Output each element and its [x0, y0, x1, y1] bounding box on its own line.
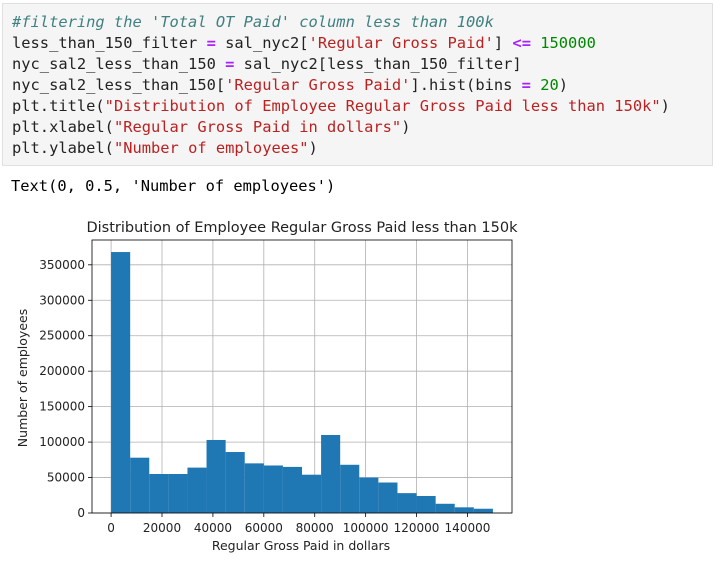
histogram-bar: [244, 463, 264, 513]
code-string: 'Regular Gross Paid': [308, 34, 494, 52]
histogram-bar: [416, 495, 436, 513]
histogram-bar: [359, 477, 379, 513]
code-token: plt.xlabel(: [12, 118, 114, 136]
histogram-bar: [454, 507, 474, 513]
y-tick-label: 150000: [39, 400, 85, 414]
x-tick-label: 0: [107, 521, 115, 535]
code-editor[interactable]: #filtering the 'Total OT Paid' column le…: [12, 12, 670, 159]
code-token: nyc_sal2_less_than_150: [12, 55, 226, 73]
y-tick-label: 50000: [47, 471, 85, 485]
code-string: "Regular Gross Paid in dollars": [113, 118, 402, 136]
y-tick-label: 200000: [39, 364, 85, 378]
code-token: nyc_sal2_less_than_150[: [12, 76, 226, 94]
histogram-bar: [111, 252, 131, 513]
code-operator: =: [521, 76, 531, 94]
x-tick-label: 40000: [194, 521, 232, 535]
code-token: ): [308, 139, 318, 157]
histogram-bar: [225, 452, 245, 513]
y-axis-ticks: 0 50000 100000 150000 200000 250000 300000 3500…: [39, 258, 92, 520]
code-string: "Number of employees": [113, 139, 309, 157]
x-tick-label: 140000: [445, 521, 491, 535]
code-token: [531, 34, 540, 52]
histogram-bar: [149, 474, 169, 513]
histogram-bar: [397, 493, 417, 513]
histogram-chart: Distribution of Employee Regular Gross P…: [15, 220, 518, 553]
code-token: sal_nyc2[: [215, 34, 309, 52]
histogram-bar: [473, 508, 493, 513]
histogram-bar: [378, 482, 398, 513]
code-operator: =: [206, 34, 216, 52]
code-token: ): [401, 118, 411, 136]
histogram-bar: [168, 474, 188, 513]
code-line-1: #filtering the 'Total OT Paid' column le…: [12, 12, 670, 33]
code-number: 150000: [540, 34, 596, 52]
code-line-4: nyc_sal2_less_than_150['Regular Gross Pa…: [12, 75, 670, 96]
x-tick-label: 80000: [296, 521, 334, 535]
x-tick-label: 20000: [143, 521, 181, 535]
code-string: 'Regular Gross Paid': [225, 76, 411, 94]
code-token: [531, 76, 540, 94]
code-string: "Distribution of Employee Regular Gross …: [104, 97, 661, 115]
cell-output-text: Text(0, 0.5, 'Number of employees'): [11, 177, 336, 195]
y-tick-label: 350000: [39, 258, 85, 272]
y-tick-label: 250000: [39, 329, 85, 343]
y-tick-label: 300000: [39, 293, 85, 307]
code-token: ]: [493, 34, 513, 52]
histogram-bar: [340, 464, 360, 513]
histogram-bar: [263, 465, 283, 513]
code-cell-input[interactable]: #filtering the 'Total OT Paid' column le…: [2, 3, 713, 166]
code-operator: =: [225, 55, 235, 73]
x-tick-label: 100000: [343, 521, 389, 535]
y-tick-label: 100000: [39, 435, 85, 449]
code-line-7: plt.ylabel("Number of employees"): [12, 138, 670, 159]
chart-title: Distribution of Employee Regular Gross P…: [86, 220, 518, 236]
chart-bars: [111, 252, 493, 513]
code-line-2: less_than_150_filter = sal_nyc2['Regular…: [12, 33, 670, 54]
chart-grid: [92, 240, 512, 514]
code-token: sal_nyc2[less_than_150_filter]: [234, 55, 522, 73]
histogram-bar: [435, 503, 455, 513]
code-token: less_than_150_filter: [12, 34, 207, 52]
x-axis-label: Regular Gross Paid in dollars: [212, 538, 390, 553]
code-token: ): [660, 97, 670, 115]
code-token: ].hist(bins: [410, 76, 522, 94]
code-token: plt.title(: [12, 97, 105, 115]
code-operator: <=: [512, 34, 531, 52]
histogram-bar: [206, 439, 226, 513]
x-axis-ticks: 0 20000 40000 60000 80000 100000 120000 140000: [107, 513, 490, 535]
histogram-bar: [302, 474, 322, 513]
code-line-3: nyc_sal2_less_than_150 = sal_nyc2[less_t…: [12, 54, 670, 75]
plot-frame: [91, 239, 513, 514]
histogram-bar: [187, 467, 207, 513]
code-line-6: plt.xlabel("Regular Gross Paid in dollar…: [12, 117, 670, 138]
x-tick-label: 60000: [245, 521, 283, 535]
code-token: plt.ylabel(: [12, 139, 114, 157]
x-tick-label: 120000: [394, 521, 440, 535]
code-line-5: plt.title("Distribution of Employee Regu…: [12, 96, 670, 117]
histogram-bar: [321, 435, 341, 513]
y-axis-label: Number of employees: [15, 309, 30, 447]
histogram-bar: [130, 457, 150, 513]
code-token: ): [558, 76, 569, 94]
code-comment: #filtering the 'Total OT Paid' column le…: [12, 13, 494, 31]
y-tick-label: 0: [77, 506, 85, 520]
histogram-bar: [282, 466, 302, 513]
code-number: 20: [540, 76, 559, 94]
